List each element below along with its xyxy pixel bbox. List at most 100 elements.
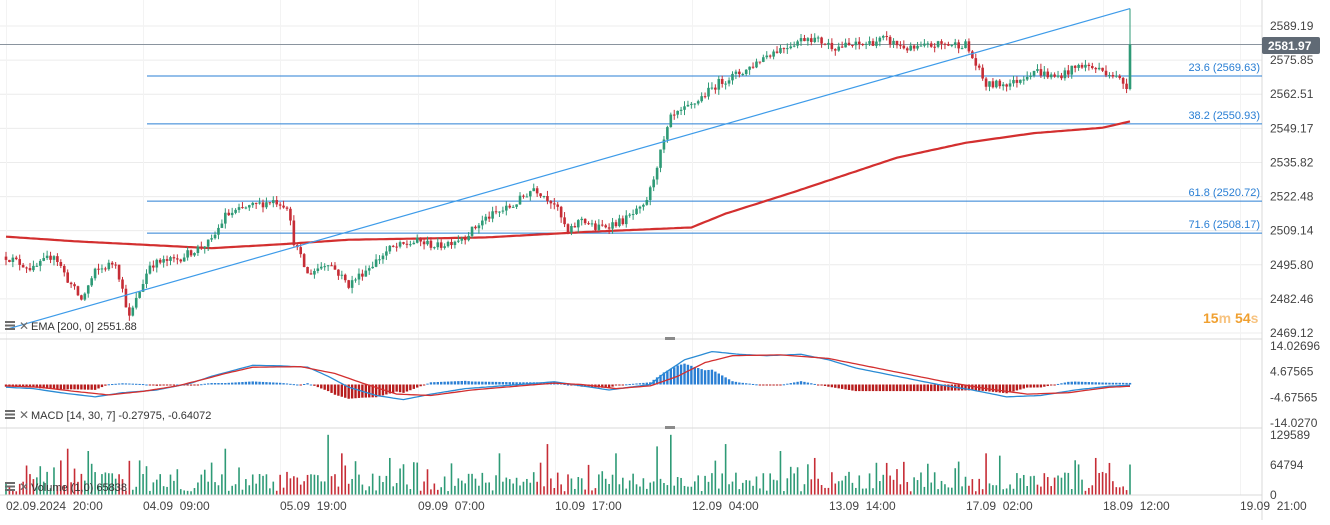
candlestick bbox=[268, 202, 272, 206]
volume-bar bbox=[63, 485, 66, 495]
macd-histogram-bar bbox=[1008, 384, 1012, 393]
fib-level-label: 38.2 (2550.93) bbox=[1188, 110, 1260, 122]
macd-histogram-bar bbox=[234, 382, 237, 385]
candlestick bbox=[1001, 81, 1005, 91]
macd-histogram-bar bbox=[621, 384, 625, 386]
volume-bar bbox=[491, 490, 494, 495]
macd-histogram-bar bbox=[796, 381, 799, 385]
volume-bar bbox=[622, 477, 624, 495]
candlestick bbox=[333, 262, 337, 270]
volume-bar bbox=[354, 461, 357, 495]
macd-histogram-bar bbox=[1121, 382, 1125, 385]
macd-histogram-bar bbox=[916, 384, 919, 392]
volume-bar bbox=[1129, 464, 1131, 495]
candlestick bbox=[676, 110, 679, 119]
volume-bar bbox=[269, 488, 271, 495]
macd-histogram-bar bbox=[882, 384, 885, 392]
volume-bar bbox=[700, 491, 703, 495]
indicator-menu-icon[interactable] bbox=[5, 482, 15, 491]
macd-histogram-bar bbox=[193, 384, 196, 386]
panel-resize-handle-volume[interactable] bbox=[665, 426, 675, 429]
time-axis-tick: 04.09 09:00 bbox=[143, 499, 210, 513]
candlestick bbox=[810, 33, 813, 46]
volume-bar bbox=[275, 490, 278, 495]
trend-line[interactable] bbox=[5, 8, 1131, 331]
fibonacci-layer[interactable]: 23.6 (2569.63) 38.2 (2550.93) 61.8 (2520.7… bbox=[147, 62, 1262, 234]
macd-histogram-bar bbox=[272, 382, 275, 385]
macd-histogram-bar bbox=[1012, 384, 1015, 392]
close-icon[interactable]: ✕ bbox=[19, 408, 29, 422]
current-price-value: 2581.97 bbox=[1268, 39, 1312, 53]
candlestick bbox=[182, 253, 186, 262]
indicator-menu-icon[interactable] bbox=[5, 410, 15, 419]
candlestick bbox=[49, 251, 52, 264]
candlestick bbox=[134, 292, 138, 310]
trendline-layer[interactable] bbox=[5, 8, 1131, 331]
candlestick bbox=[631, 209, 635, 220]
macd-histogram-bar bbox=[258, 381, 261, 385]
panel-resize-handle-macd[interactable] bbox=[665, 337, 675, 340]
volume-bar bbox=[666, 485, 669, 495]
macd-histogram-bar bbox=[330, 384, 333, 393]
macd-histogram-bar bbox=[789, 383, 792, 385]
candlestick bbox=[895, 40, 899, 49]
candlestick bbox=[607, 223, 611, 234]
candlestick bbox=[614, 219, 618, 228]
candlestick bbox=[1104, 65, 1108, 78]
price-axis[interactable]: 2589.19 2575.85 2562.51 2549.17 2535.82 2522.… bbox=[1270, 19, 1314, 340]
volume-bar bbox=[1022, 474, 1025, 495]
candlestick bbox=[18, 254, 22, 271]
volume-bar bbox=[656, 446, 658, 495]
volume-bar bbox=[930, 482, 933, 495]
candlestick bbox=[14, 255, 18, 261]
macd-axis-tick: -4.67565 bbox=[1270, 390, 1318, 404]
candlestick bbox=[1094, 66, 1098, 74]
macd-histogram-bar bbox=[635, 383, 638, 385]
macd-histogram-bar bbox=[172, 384, 176, 386]
macd-histogram-bar bbox=[265, 382, 268, 385]
volume-bar bbox=[978, 478, 981, 495]
candlestick bbox=[388, 244, 392, 255]
candlestick bbox=[902, 40, 906, 50]
candlestick bbox=[546, 190, 549, 205]
volume-bar bbox=[827, 487, 830, 495]
volume-indicator-header[interactable]: ✕ Volume (1,0) 65838 bbox=[5, 480, 127, 494]
macd-axis-tick: 14.02696 bbox=[1270, 339, 1320, 353]
indicator-menu-icon[interactable] bbox=[5, 321, 15, 330]
macd-indicator-header[interactable]: ✕ MACD [14, 30, 7] -0.27975, -0.64072 bbox=[5, 408, 211, 422]
volume-bar bbox=[741, 482, 744, 495]
volume-bar bbox=[395, 483, 398, 495]
ema-indicator-header[interactable]: ✕ EMA [200, 0] 2551.88 bbox=[5, 319, 137, 333]
close-icon[interactable]: ✕ bbox=[19, 319, 29, 333]
candlestick bbox=[511, 204, 515, 208]
macd-histogram-bar bbox=[669, 368, 673, 385]
macd-histogram-bar bbox=[484, 381, 487, 385]
volume-bar bbox=[423, 481, 425, 495]
macd-histogram-bar bbox=[63, 384, 66, 390]
macd-histogram-bar bbox=[487, 381, 491, 385]
time-axis[interactable]: 02.09.2024 20:00 04.09 09:00 05.09 19:00 09… bbox=[6, 499, 1307, 513]
volume-bar bbox=[248, 485, 251, 495]
volume-bar bbox=[683, 485, 686, 495]
macd-histogram-bar bbox=[1060, 383, 1063, 385]
macd-histogram-bar bbox=[227, 382, 230, 385]
macd-histogram-bar bbox=[1056, 383, 1060, 385]
candlestick bbox=[69, 281, 73, 288]
candlestick bbox=[117, 264, 121, 282]
volume-bar bbox=[200, 474, 203, 495]
macd-histogram-bar bbox=[697, 368, 700, 385]
candlestick bbox=[316, 263, 320, 274]
close-icon[interactable]: ✕ bbox=[19, 480, 29, 494]
candlestick bbox=[172, 254, 176, 263]
candlestick bbox=[583, 218, 587, 225]
candlestick bbox=[580, 216, 584, 226]
candlestick bbox=[1056, 70, 1060, 79]
macd-histogram-bar bbox=[385, 384, 388, 395]
volume-bar bbox=[39, 466, 42, 495]
candlestick bbox=[491, 206, 494, 223]
volume-bar bbox=[1091, 485, 1094, 495]
macd-histogram-bar bbox=[1043, 384, 1046, 387]
candlestick bbox=[90, 276, 93, 288]
